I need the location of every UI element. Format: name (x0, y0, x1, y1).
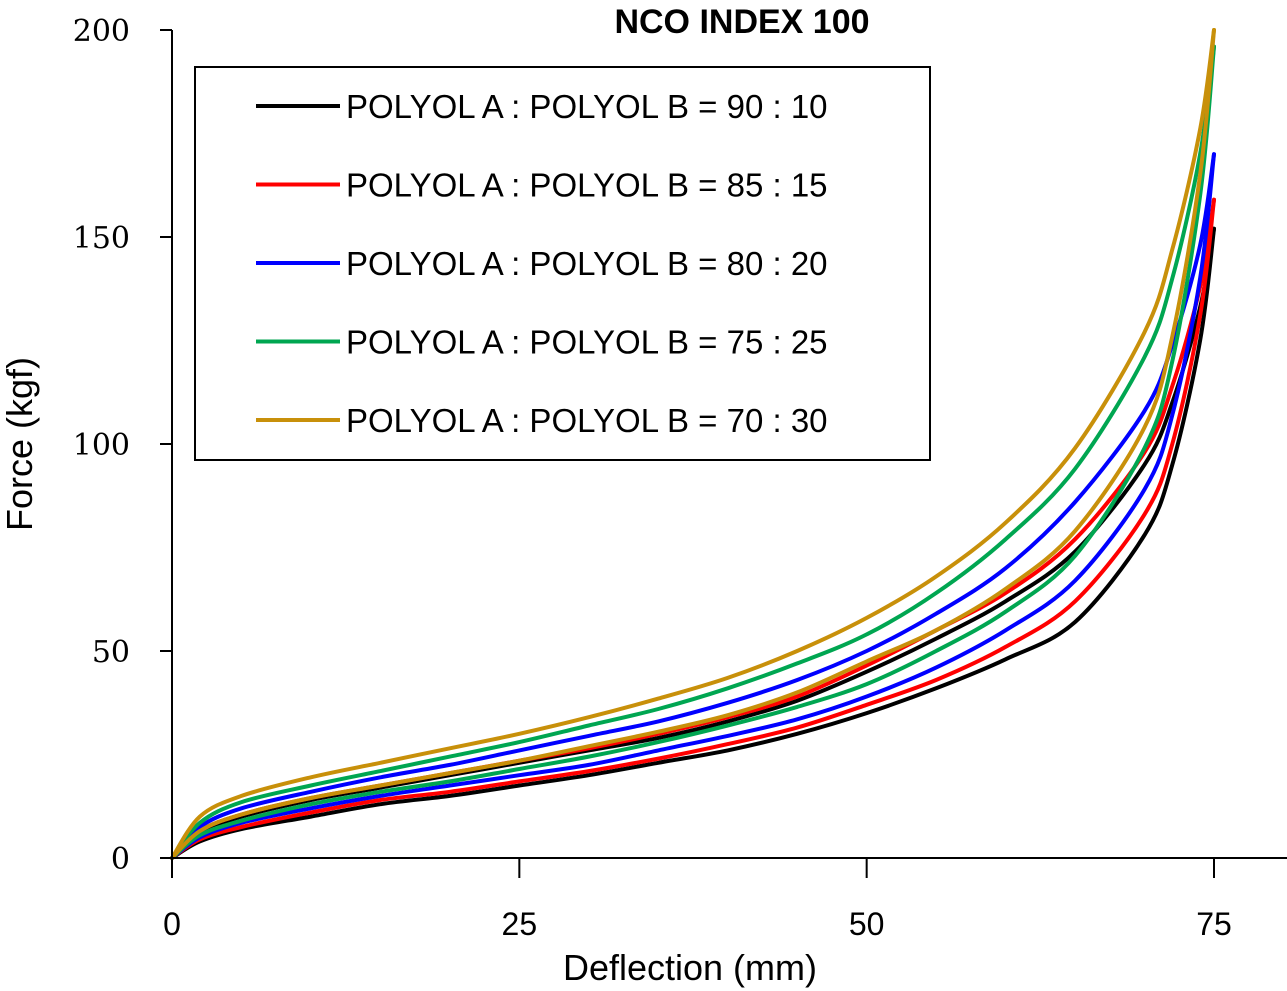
legend-label: POLYOL A : POLYOL B = 90 : 10 (346, 88, 828, 125)
y-tick-label: 150 (73, 221, 130, 256)
legend-label: POLYOL A : POLYOL B = 75 : 25 (346, 324, 828, 361)
x-tick-label: 75 (1196, 906, 1232, 942)
series-line-4-loading (170, 44, 1216, 860)
legend: POLYOL A : POLYOL B = 90 : 10 POLYOL A : … (194, 66, 931, 461)
legend-label: POLYOL A : POLYOL B = 80 : 20 (346, 245, 828, 282)
series-line-5-loading (170, 28, 1216, 860)
plot-lines (170, 28, 1216, 860)
series-line-3-unloading (170, 152, 1216, 860)
legend-label: POLYOL A : POLYOL B = 85 : 15 (346, 167, 828, 204)
series-line-3-loading (170, 152, 1216, 860)
y-ticks: 0 50 100 150 200 (73, 14, 172, 877)
x-tick-label: 25 (502, 906, 538, 942)
x-tick-label: 50 (849, 906, 885, 942)
legend-items: POLYOL A : POLYOL B = 90 : 10 POLYOL A : … (256, 88, 828, 439)
y-tick-label: 0 (111, 842, 130, 877)
series-line-5-unloading (170, 28, 1216, 860)
y-axis-title: Force (kgf) (0, 357, 40, 531)
series-line-1-unloading (170, 226, 1216, 860)
y-tick-label: 200 (73, 14, 130, 49)
legend-label: POLYOL A : POLYOL B = 70 : 30 (346, 402, 828, 439)
series-line-4-unloading (170, 44, 1216, 860)
x-axis-title: Deflection (mm) (563, 947, 817, 988)
series-line-2-unloading (170, 197, 1216, 860)
y-tick-label: 100 (73, 428, 130, 463)
x-ticks: 0 25 50 75 (163, 858, 1232, 942)
chart-title: NCO INDEX 100 (614, 3, 869, 41)
x-tick-label: 0 (163, 906, 181, 942)
y-tick-label: 50 (92, 635, 130, 670)
